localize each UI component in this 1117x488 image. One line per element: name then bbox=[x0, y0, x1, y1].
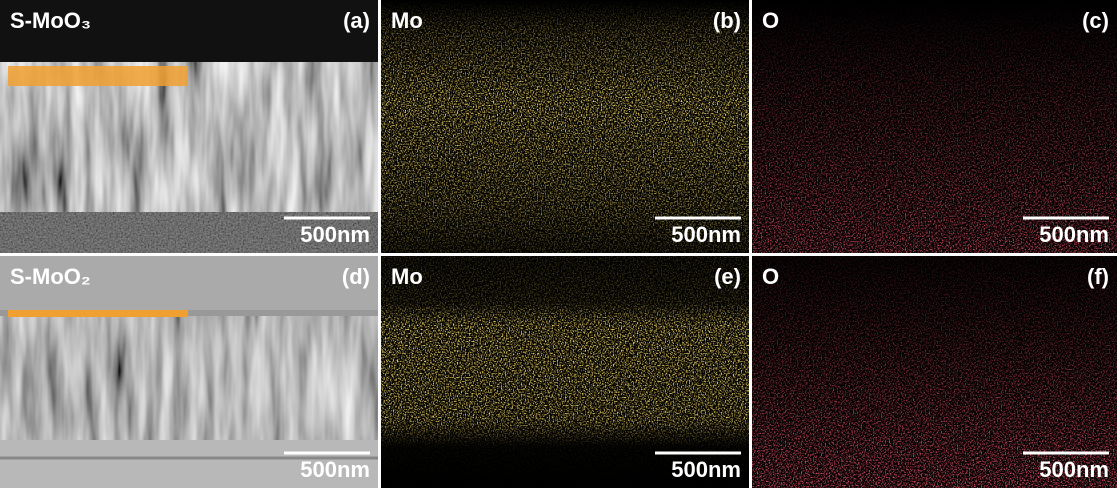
scale-bar-label: 500nm bbox=[300, 457, 370, 482]
panel-label: Mo bbox=[391, 264, 423, 289]
panel-letter: (d) bbox=[342, 264, 370, 289]
panel-label: S-MoO₃ bbox=[10, 8, 91, 33]
sem-image bbox=[0, 0, 378, 253]
scale-bar-label: 500nm bbox=[1039, 222, 1109, 247]
panel-letter: (a) bbox=[343, 8, 370, 33]
figure: S-MoO₃ (a) 500nm Mo (b) 500nm O (c) 500nm S-MoO₂ (… bbox=[0, 0, 1117, 488]
scale-bar-label: 500nm bbox=[671, 222, 741, 247]
panel-letter: (b) bbox=[713, 8, 741, 33]
panel-label: O bbox=[762, 8, 779, 33]
panel-label: O bbox=[762, 264, 779, 289]
scale-bar-label: 500nm bbox=[300, 222, 370, 247]
eds-map bbox=[381, 0, 749, 253]
panel-letter: (e) bbox=[714, 264, 741, 289]
panel-letter: (c) bbox=[1082, 8, 1109, 33]
panel-label: Mo bbox=[391, 8, 423, 33]
scale-bar-label: 500nm bbox=[1039, 457, 1109, 482]
panel-letter: (f) bbox=[1087, 264, 1109, 289]
eds-map bbox=[752, 0, 1117, 253]
scale-bar-label: 500nm bbox=[671, 457, 741, 482]
panel-label: S-MoO₂ bbox=[10, 264, 91, 289]
